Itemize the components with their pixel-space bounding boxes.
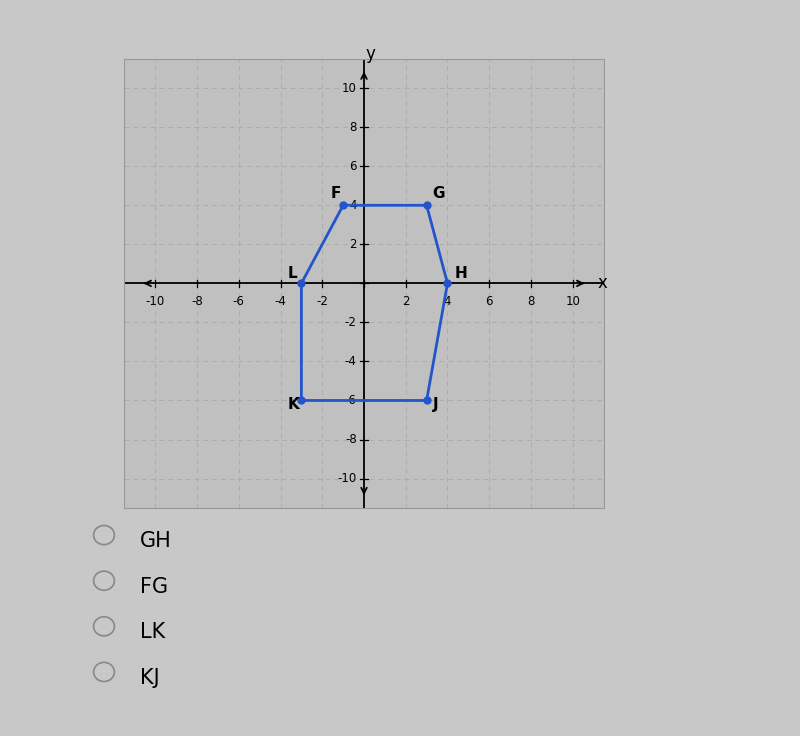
Text: 10: 10 bbox=[342, 82, 357, 95]
Text: -6: -6 bbox=[233, 295, 245, 308]
Text: LK: LK bbox=[140, 622, 166, 643]
Text: -8: -8 bbox=[345, 433, 357, 446]
Text: -10: -10 bbox=[338, 472, 357, 485]
Text: -2: -2 bbox=[345, 316, 357, 329]
Text: K: K bbox=[288, 397, 299, 412]
Text: 6: 6 bbox=[486, 295, 493, 308]
Text: x: x bbox=[598, 275, 608, 292]
Text: 6: 6 bbox=[349, 160, 357, 173]
Text: GH: GH bbox=[140, 531, 172, 551]
Text: F: F bbox=[330, 186, 341, 202]
Text: -2: -2 bbox=[316, 295, 328, 308]
Text: 2: 2 bbox=[402, 295, 410, 308]
Text: -6: -6 bbox=[345, 394, 357, 407]
Text: H: H bbox=[454, 266, 467, 281]
Text: L: L bbox=[288, 266, 298, 281]
Text: 8: 8 bbox=[350, 121, 357, 134]
Text: J: J bbox=[433, 397, 438, 412]
Text: 8: 8 bbox=[527, 295, 534, 308]
Text: G: G bbox=[432, 186, 444, 202]
Text: KJ: KJ bbox=[140, 668, 160, 688]
Text: -4: -4 bbox=[274, 295, 286, 308]
Text: -10: -10 bbox=[146, 295, 165, 308]
Text: 4: 4 bbox=[349, 199, 357, 212]
Text: FG: FG bbox=[140, 576, 168, 597]
Text: 10: 10 bbox=[566, 295, 580, 308]
Text: 2: 2 bbox=[349, 238, 357, 251]
Text: -4: -4 bbox=[345, 355, 357, 368]
Text: 4: 4 bbox=[444, 295, 451, 308]
Text: -8: -8 bbox=[191, 295, 203, 308]
Text: y: y bbox=[366, 45, 375, 63]
